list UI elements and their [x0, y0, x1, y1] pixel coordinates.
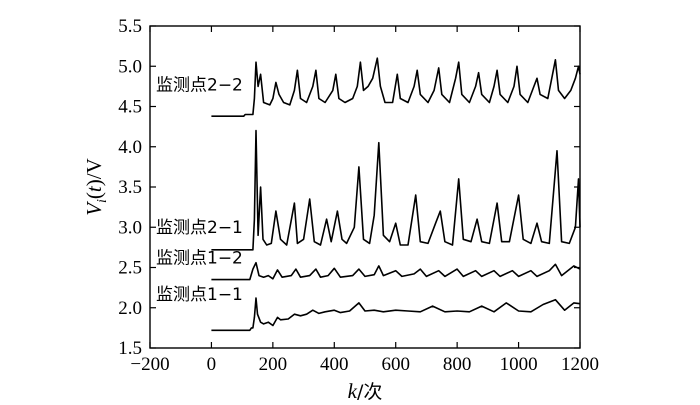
x-tick-label: 0 [207, 354, 217, 375]
series-label-1: 监测点1−1 [156, 285, 243, 305]
x-axis-label: k/次 [348, 379, 383, 403]
series-label-4: 监测点2−2 [156, 75, 243, 95]
series-line-1 [211, 297, 581, 332]
x-tick-label: 1200 [561, 354, 599, 375]
x-axis-var: k [348, 379, 358, 403]
y-axis-subscript: i [95, 199, 110, 203]
series-labels: 监测点1−1 监测点1−2 监测点2−1 监测点2−2 [156, 75, 243, 304]
series-line-3 [211, 129, 581, 251]
x-tick-label: 200 [259, 354, 288, 375]
y-tick-label: 5.0 [118, 56, 142, 77]
x-axis-unit: /次 [357, 381, 382, 403]
y-axis-open: ( [82, 192, 106, 199]
y-axis-var: V [82, 201, 106, 216]
x-tick-label: −200 [130, 354, 169, 375]
y-axis-label: Vi(t)/V [82, 158, 110, 216]
series-line-2 [211, 261, 581, 281]
series-line-4 [211, 57, 581, 117]
y-tick-label: 4.0 [118, 137, 142, 158]
axis-ticks: −200 0 200 400 600 800 1000 1200 1.5 2.0 2.5 3.0 3.5… [118, 16, 599, 375]
series-lines [211, 57, 581, 332]
y-tick-label: 5.5 [118, 16, 142, 37]
y-tick-label: 1.5 [118, 338, 142, 359]
series-label-2: 监测点1−2 [156, 249, 243, 269]
y-tick-label: 2.0 [118, 298, 142, 319]
x-tick-label: 800 [443, 354, 472, 375]
series-label-3: 监测点2−1 [156, 218, 243, 238]
x-tick-label: 1000 [500, 354, 538, 375]
y-tick-label: 3.0 [118, 217, 142, 238]
x-tick-label: 400 [320, 354, 349, 375]
y-axis-t: t [82, 185, 106, 192]
y-tick-label: 3.5 [118, 177, 142, 198]
y-tick-label: 2.5 [118, 258, 142, 279]
y-axis-unit: )/V [82, 158, 106, 186]
x-tick-label: 600 [381, 354, 410, 375]
y-tick-label: 4.5 [118, 97, 142, 118]
